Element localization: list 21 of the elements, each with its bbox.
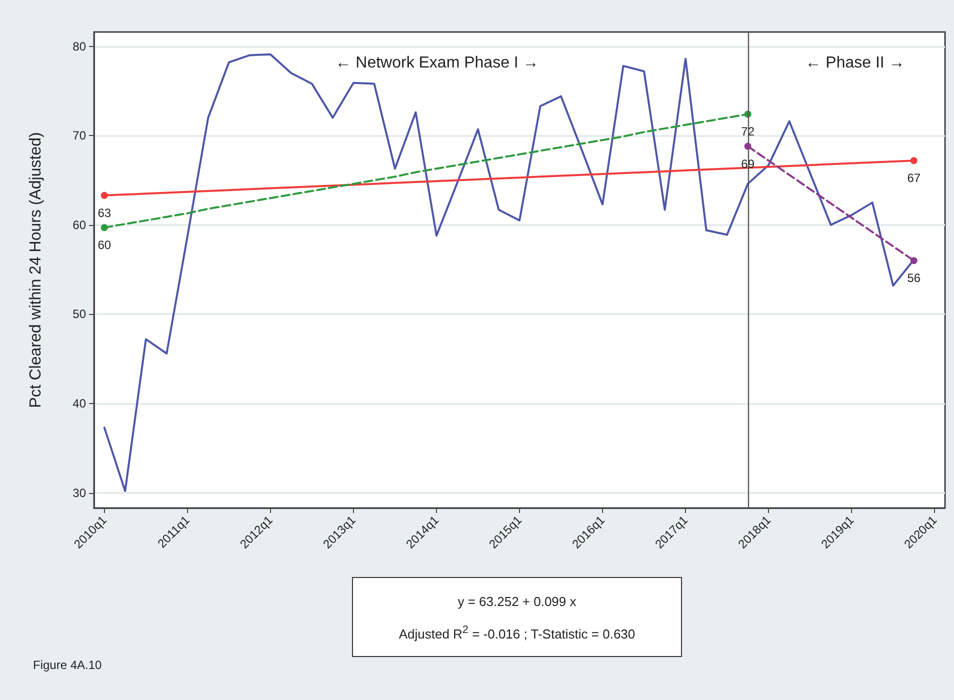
data-label: 63 [98,206,112,220]
point [910,157,918,164]
y-tick-label: 40 [72,396,86,411]
y-tick-label: 70 [72,128,86,143]
y-tick-label: 60 [72,218,86,232]
point [100,192,108,199]
annotation: ← Network Exam Phase I → [335,54,539,72]
point [744,142,752,150]
y-tick-label: 80 [72,39,86,54]
text: y = 63.252 + 0.099 x [456,593,578,611]
data-label: 60 [98,238,112,252]
y-tick-label: 30 [72,486,86,500]
point [910,257,918,264]
data-label: 67 [907,171,921,186]
annotation: ← Phase II → [805,54,905,72]
text: Adjusted R$^{2}$ = -0.016 ; T-Statistic = 0.630 [398,623,636,644]
point [100,224,108,232]
data-label: 56 [907,271,921,286]
y-axis-title: Pct Cleared within 24 Hours (Adjusted) [28,132,44,408]
y-tick-label: 50 [72,307,86,322]
caption: Figure 4A.10 [33,658,102,672]
